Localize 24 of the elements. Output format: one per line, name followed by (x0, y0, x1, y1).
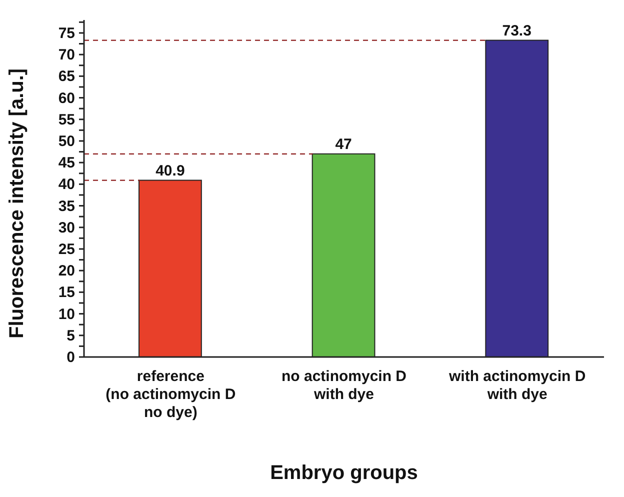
y-tick-label: 20 (58, 262, 75, 280)
data-label: 47 (335, 136, 352, 153)
y-tick-label: 15 (58, 284, 75, 302)
y-tick-label: 60 (58, 90, 75, 107)
y-tick-label: 45 (58, 154, 75, 172)
y-tick-label: 75 (58, 24, 75, 42)
x-tick-label: reference (no actinomycin D no dye) (106, 368, 236, 421)
y-tick-label: 0 (66, 349, 75, 366)
data-label: 40.9 (156, 162, 185, 180)
y-tick-label: 25 (58, 240, 75, 258)
x-tick-label: no actinomycin D with dye (281, 368, 407, 403)
y-tick-label: 10 (58, 306, 75, 323)
y-tick-label: 35 (58, 198, 75, 215)
y-tick-label: 40 (58, 176, 75, 194)
y-axis-title: Fluorescence intensity [a.u.] (6, 68, 28, 338)
y-tick-label: 50 (58, 132, 75, 150)
x-tick-label: with actinomycin D with dye (448, 368, 586, 403)
x-axis-title: Embryo groups (270, 462, 418, 484)
y-tick-label: 70 (58, 46, 75, 64)
y-tick-label: 55 (58, 111, 75, 128)
y-tick-label: 65 (58, 68, 75, 86)
y-tick-label: 30 (58, 219, 75, 236)
y-tick-label: 5 (66, 327, 75, 344)
data-label: 73.3 (502, 22, 532, 40)
